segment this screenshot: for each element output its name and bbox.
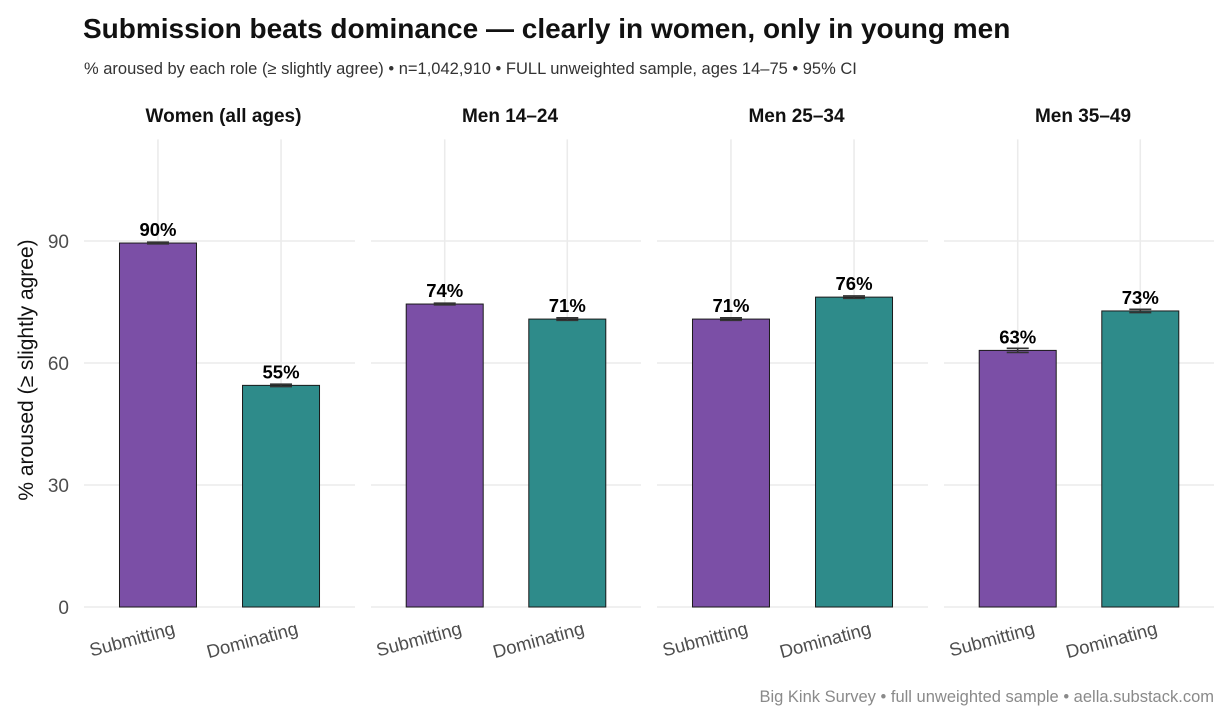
y-tick-label: 60 (48, 354, 69, 375)
facet-panel: Women (all ages) 90% Submitting 55% Dominati… (84, 106, 355, 662)
facet-panel: Men 25–34 71% Submitting 76% Dominating (657, 106, 928, 662)
facet-panel: Men 14–24 74% Submitting 71% Dominating (371, 106, 641, 662)
y-tick-label: 0 (58, 598, 69, 619)
x-tick-label: Submitting (947, 618, 1037, 661)
bar-submitting (405, 303, 484, 608)
x-tick-label: Submitting (87, 618, 177, 661)
plot-area: 0 30 60 90 Women (all ages) 90% Submitting 55% D… (48, 106, 1214, 662)
x-tick-label: Dominating (204, 618, 300, 663)
facet-title: Women (all ages) (146, 106, 302, 127)
bar-submitting (118, 242, 197, 608)
chart-caption: Big Kink Survey • full unweighted sample… (759, 688, 1214, 706)
bar-dominating (242, 384, 321, 608)
error-bar (556, 317, 579, 322)
error-bar (433, 302, 456, 306)
bar-value-label: 73% (1122, 287, 1159, 308)
x-tick-label: Dominating (777, 618, 873, 663)
bar-submitting (691, 318, 770, 608)
bar-value-label: 71% (549, 295, 586, 316)
facet-panel: Men 35–49 63% Submitting 73% Dominating (944, 106, 1214, 662)
bar-dominating (815, 296, 894, 608)
x-tick-label: Submitting (660, 618, 750, 661)
error-bar (1006, 347, 1029, 354)
error-bar (1129, 308, 1152, 314)
bar-submitting (978, 349, 1057, 608)
y-tick-label: 90 (48, 232, 69, 253)
y-tick-label: 30 (48, 476, 69, 497)
bar-value-label: 74% (426, 280, 463, 301)
bar-value-label: 63% (999, 326, 1036, 347)
error-bar (719, 317, 742, 322)
error-bar (146, 241, 169, 245)
chart-subtitle: % aroused by each role (≥ slightly agree… (84, 60, 857, 78)
bar-dominating (1101, 310, 1180, 608)
x-tick-label: Dominating (491, 618, 587, 663)
y-axis-label: % aroused (≥ slightly agree) (15, 239, 38, 500)
bar-value-label: 76% (836, 273, 873, 294)
chart-title: Submission beats dominance — clearly in … (83, 13, 1010, 44)
bar-value-label: 71% (712, 295, 749, 316)
bar-value-label: 90% (139, 219, 176, 240)
facet-title: Men 14–24 (462, 106, 559, 127)
bar-dominating (528, 318, 607, 608)
error-bar (843, 295, 866, 300)
facet-title: Men 35–49 (1035, 106, 1131, 127)
facet-title: Men 25–34 (748, 106, 845, 127)
x-tick-label: Dominating (1064, 618, 1160, 663)
error-bar (270, 383, 293, 388)
x-tick-label: Submitting (374, 618, 464, 661)
bar-value-label: 55% (263, 361, 300, 382)
